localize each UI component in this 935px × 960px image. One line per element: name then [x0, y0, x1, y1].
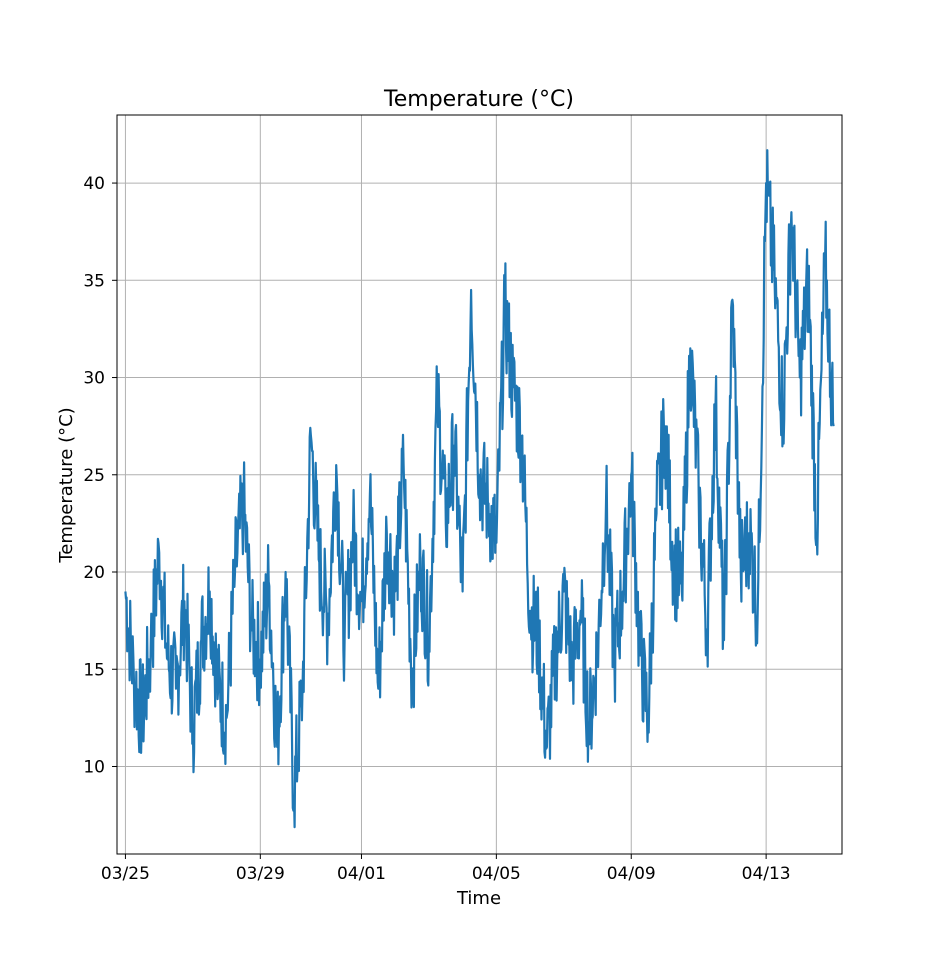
- y-tick-label: 10: [83, 757, 105, 777]
- plot-area-frame: [116, 114, 843, 855]
- y-tick-label: 30: [83, 369, 105, 389]
- x-axis-label: Time: [456, 888, 501, 909]
- x-tick-label: 03/25: [101, 864, 150, 884]
- y-axis-label: Temperature (°C): [56, 407, 77, 563]
- y-tick-label: 20: [83, 563, 105, 583]
- chart-title: Temperature (°C): [383, 87, 574, 112]
- axis-ticks: 03/25 03/29 04/01 04/05 04/09 04/13 10 15 20 25 30…: [83, 174, 790, 884]
- y-tick-label: 15: [83, 660, 105, 680]
- temperature-series-line: [124, 149, 835, 829]
- x-tick-label: 04/13: [742, 864, 791, 884]
- y-tick-label: 35: [83, 271, 105, 291]
- x-tick-label: 04/09: [607, 864, 656, 884]
- data-series-layer: [124, 149, 835, 829]
- y-tick-label: 25: [83, 466, 105, 486]
- x-tick-label: 04/01: [337, 864, 386, 884]
- y-tick-label: 40: [83, 174, 105, 194]
- x-tick-label: 03/29: [236, 864, 285, 884]
- x-tick-label: 04/05: [472, 864, 521, 884]
